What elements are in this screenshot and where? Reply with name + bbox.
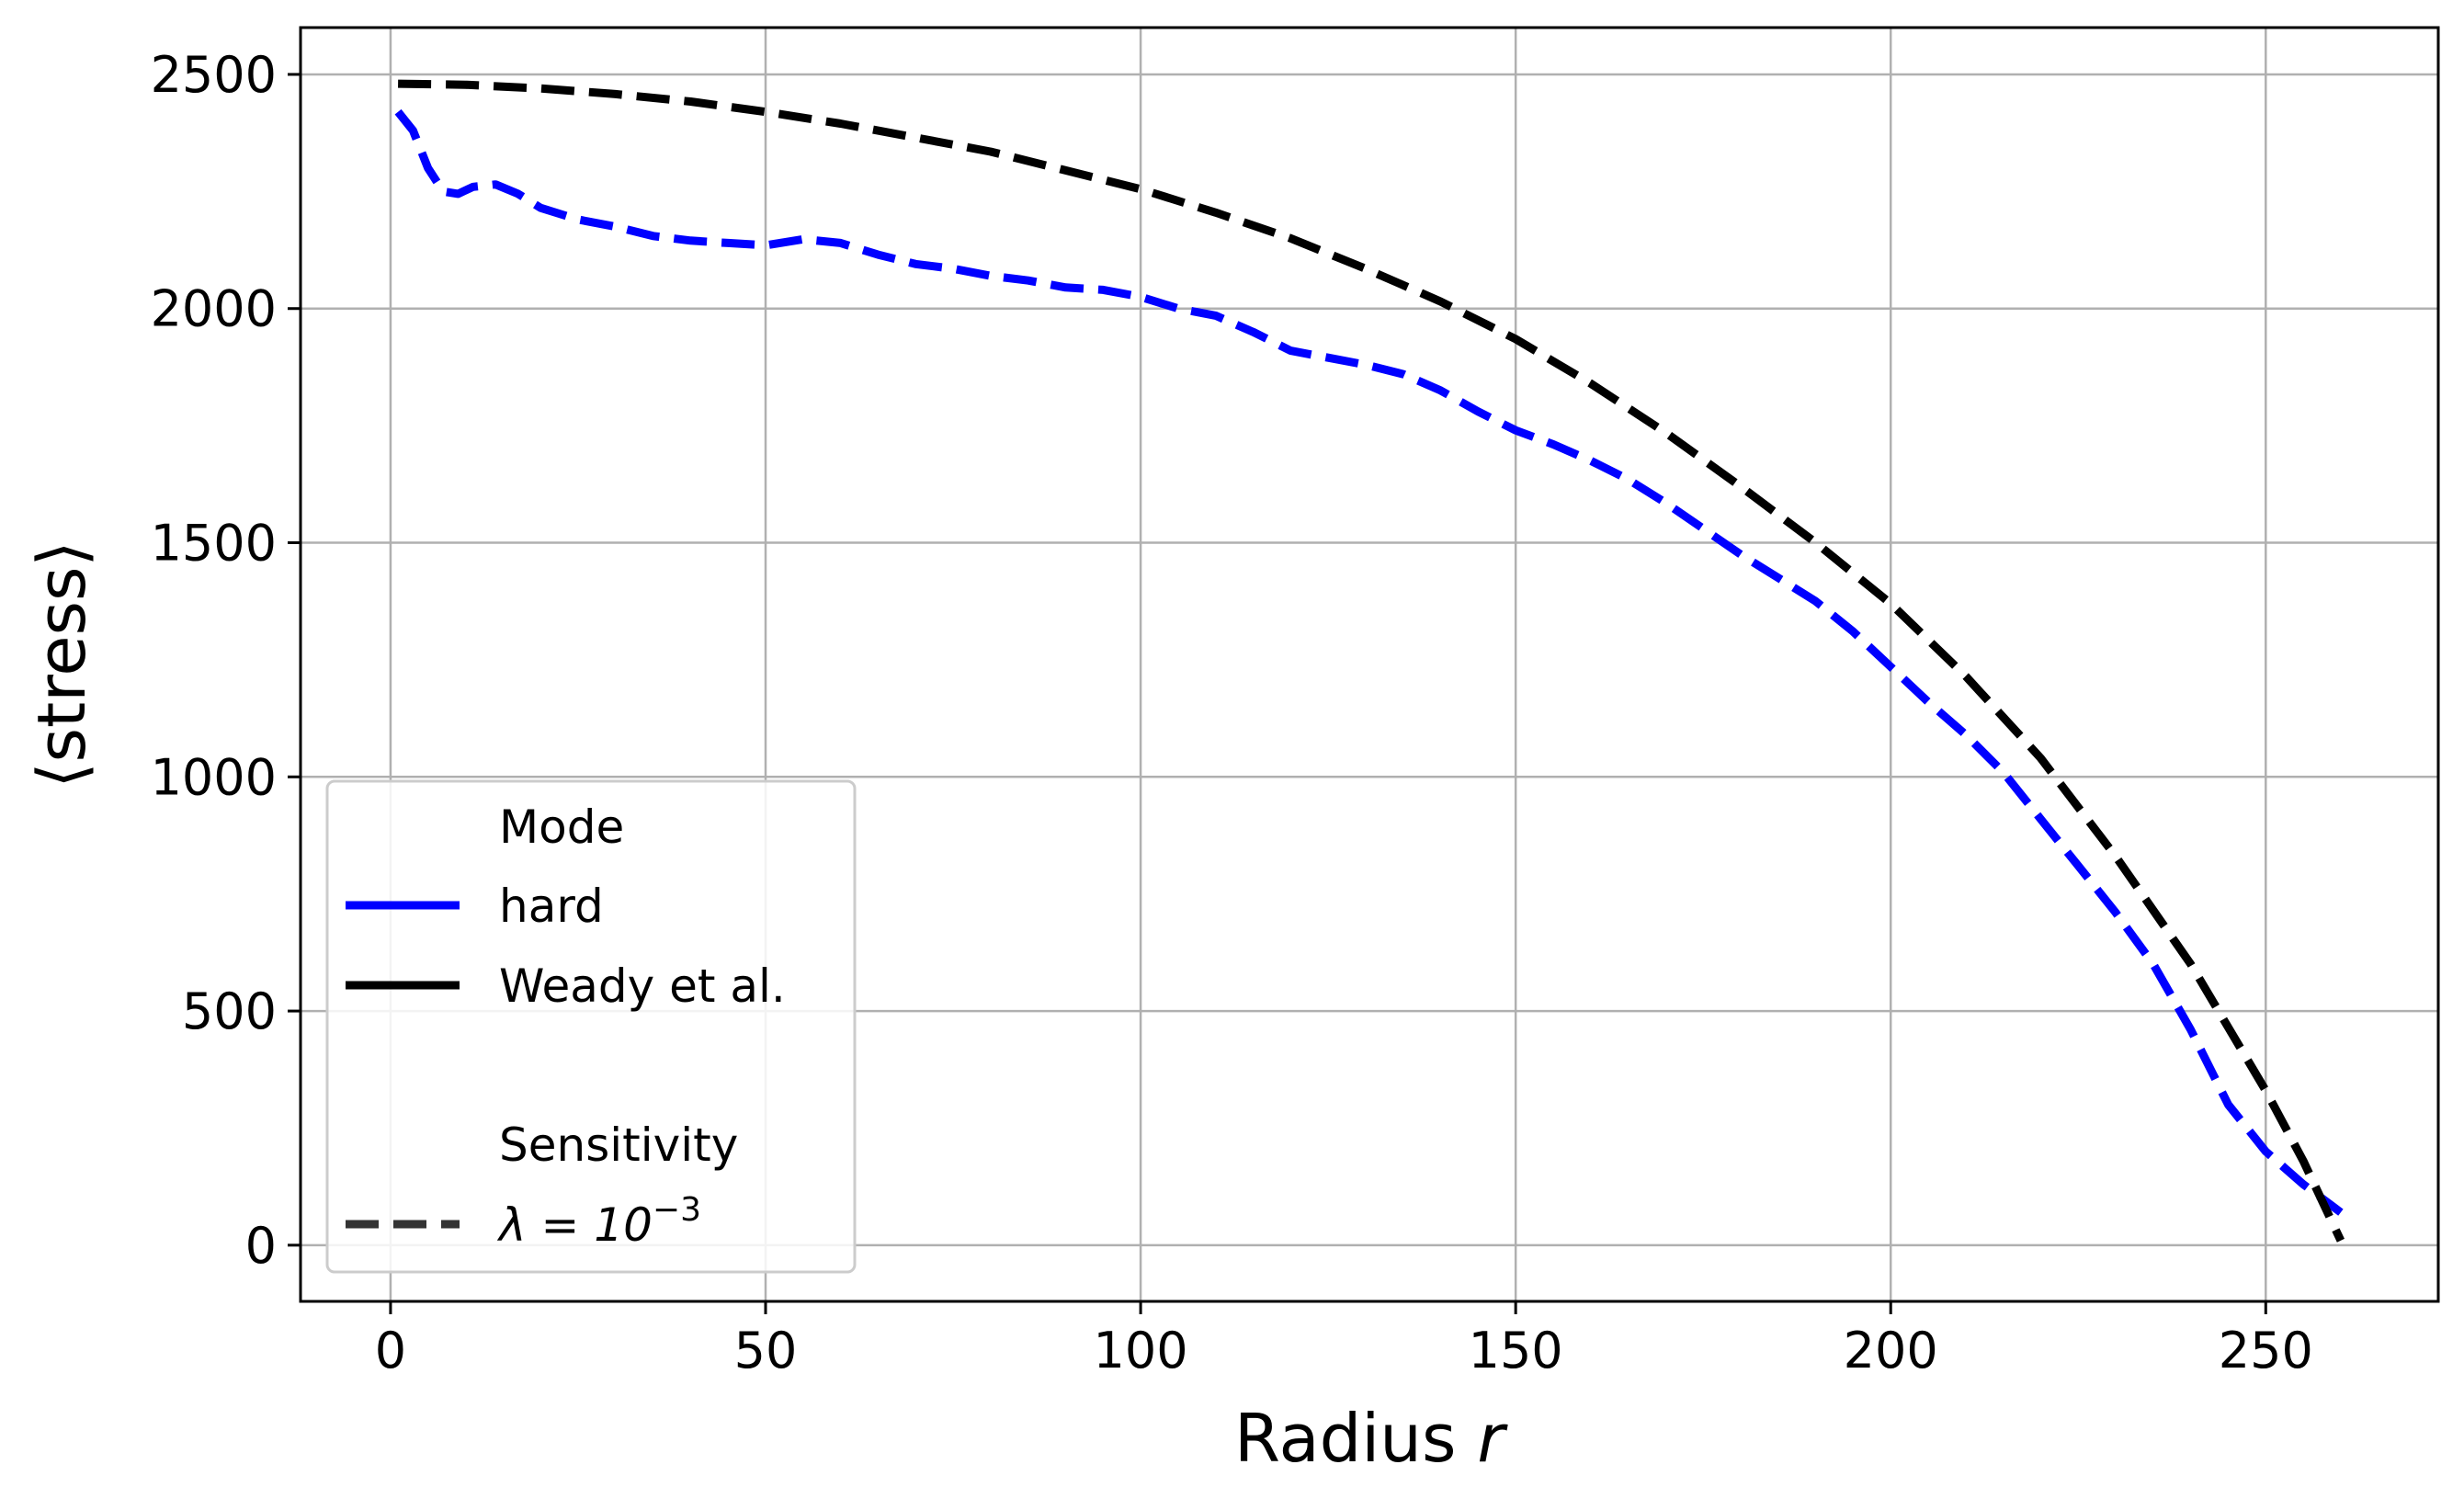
y-tick-label: 1000 [151,748,277,806]
y-tick-label: 500 [182,982,277,1040]
x-tick-label: 150 [1469,1322,1563,1379]
series-lines [394,79,2345,1243]
series-line-hard [394,108,2344,1216]
x-tick-label: 0 [375,1322,406,1379]
y-tick-label: 2500 [151,46,277,104]
legend-label-hard: hard [499,880,604,933]
legend-label-weady: Weady et al. [499,959,786,1013]
y-axis-label: ⟨stress⟩ [23,540,100,788]
x-tick-label: 50 [734,1322,798,1379]
legend-sensitivity-title: Sensitivity [499,1118,738,1172]
y-tick-label: 2000 [151,280,277,338]
y-tick-label: 1500 [151,515,277,573]
legend-mode-title: Mode [499,800,624,854]
legend-label-lambda: λ = 10−3 [496,1191,701,1252]
x-axis-label: Radius r [1234,1400,1508,1477]
plot-area-frame [299,26,2440,1303]
series-line-weady [398,79,2345,1243]
x-tick-label: 100 [1094,1322,1188,1379]
legend: Mode hard Weady et al. Sensitivity λ = 1… [325,779,857,1274]
x-tick-label: 250 [2219,1322,2313,1379]
x-tick-label: 200 [1844,1322,1938,1379]
y-tick-label: 0 [245,1217,277,1275]
